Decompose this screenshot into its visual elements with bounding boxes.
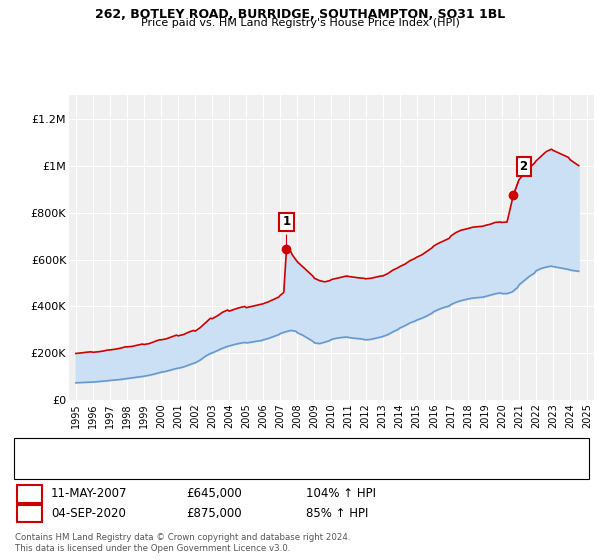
Text: HPI: Average price, detached house, Fareham: HPI: Average price, detached house, Fare… <box>54 461 292 472</box>
Text: 85% ↑ HPI: 85% ↑ HPI <box>306 507 368 520</box>
Text: 2: 2 <box>514 160 527 193</box>
Text: 262, BOTLEY ROAD, BURRIDGE, SOUTHAMPTON, SO31 1BL (detached house): 262, BOTLEY ROAD, BURRIDGE, SOUTHAMPTON,… <box>54 445 455 455</box>
Text: 104% ↑ HPI: 104% ↑ HPI <box>306 487 376 501</box>
Text: Contains HM Land Registry data © Crown copyright and database right 2024.
This d: Contains HM Land Registry data © Crown c… <box>15 533 350 553</box>
Text: Price paid vs. HM Land Registry's House Price Index (HPI): Price paid vs. HM Land Registry's House … <box>140 18 460 29</box>
Text: 04-SEP-2020: 04-SEP-2020 <box>51 507 126 520</box>
Text: £875,000: £875,000 <box>186 507 242 520</box>
Text: 262, BOTLEY ROAD, BURRIDGE, SOUTHAMPTON, SO31 1BL: 262, BOTLEY ROAD, BURRIDGE, SOUTHAMPTON,… <box>95 8 505 21</box>
Text: 2: 2 <box>25 507 34 520</box>
Text: £645,000: £645,000 <box>186 487 242 501</box>
Text: 11-MAY-2007: 11-MAY-2007 <box>51 487 128 501</box>
Text: 1: 1 <box>25 487 34 501</box>
Text: 1: 1 <box>283 216 290 246</box>
